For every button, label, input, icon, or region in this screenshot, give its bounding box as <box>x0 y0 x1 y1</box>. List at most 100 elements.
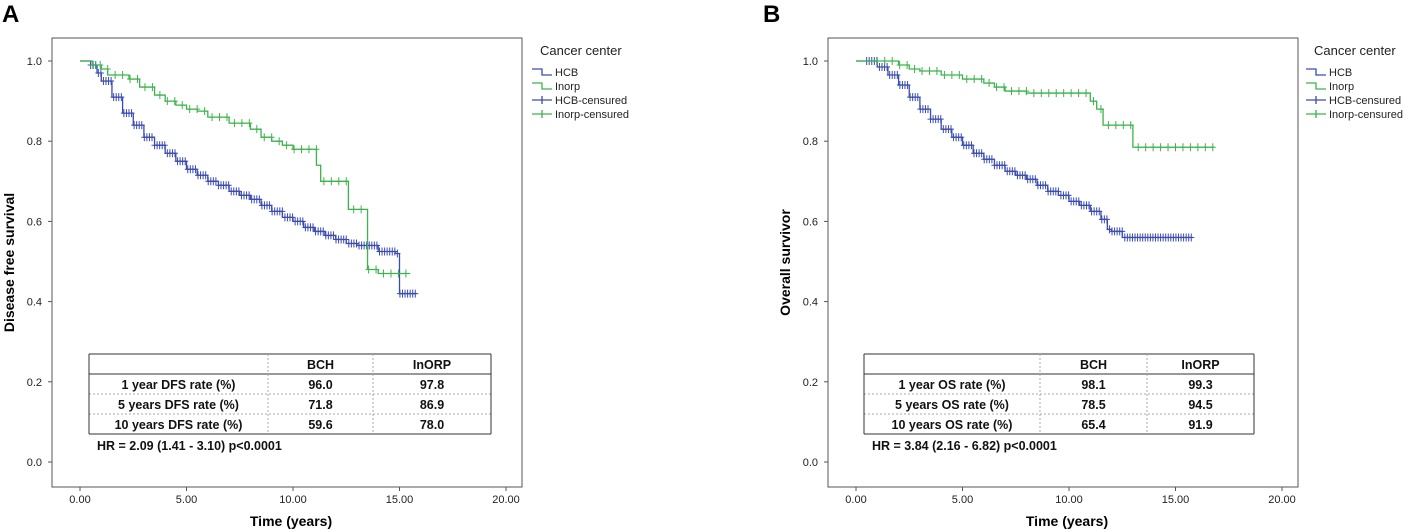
table-cell-bch: 96.0 <box>308 378 332 392</box>
censor-mark <box>884 63 891 72</box>
table-cell-inorp: 86.9 <box>420 398 444 412</box>
censor-mark <box>1194 143 1201 152</box>
table-cell-inorp: 97.8 <box>420 378 444 392</box>
censor-mark <box>1038 89 1045 98</box>
x-tick-label: 10.00 <box>1055 494 1083 506</box>
legend-swatch-censor <box>1306 110 1326 118</box>
censor-mark <box>212 177 219 186</box>
censor-mark <box>926 67 933 76</box>
censor-mark <box>937 115 944 124</box>
y-tick-label: 0.0 <box>803 457 818 469</box>
x-tick-label: 5.00 <box>176 494 197 506</box>
censor-mark <box>276 137 283 146</box>
survival-curve-inorp <box>80 60 411 275</box>
censor-mark <box>156 91 163 100</box>
censor-mark <box>97 69 104 78</box>
censor-mark <box>1150 143 1157 152</box>
censor-mark <box>988 155 995 164</box>
censor-mark <box>1105 121 1112 130</box>
censor-mark <box>289 213 296 222</box>
censor-mark <box>1135 143 1142 152</box>
censor-mark <box>373 265 380 274</box>
panel-a: A 0.0 0.2 0.4 0.6 0.8 1.0 0.00 5.00 10.00 15.00 20.… <box>1 1 629 529</box>
censor-mark <box>231 119 238 128</box>
survival-curve-hcb <box>80 60 417 295</box>
censor-mark <box>1187 143 1194 152</box>
legend-swatch-line <box>1306 68 1326 76</box>
censor-mark <box>924 105 931 114</box>
panel-label: A <box>2 1 19 28</box>
censor-mark <box>253 125 260 134</box>
legend-entry: Inorp-censured <box>555 109 629 121</box>
table-cell-inorp: 91.9 <box>1188 418 1212 432</box>
censor-mark <box>161 141 168 150</box>
censor-mark <box>933 67 940 76</box>
censor-mark <box>948 71 955 80</box>
censor-mark <box>894 71 901 80</box>
censor-mark <box>919 67 926 76</box>
censor-mark <box>993 83 1000 92</box>
survival-curve-hcb <box>856 60 1193 239</box>
censor-mark <box>310 223 317 232</box>
censor-mark <box>1083 89 1090 98</box>
censor-mark <box>223 113 230 122</box>
censor-mark <box>313 145 320 154</box>
legend-title: Cancer center <box>540 43 622 58</box>
y-axis-title: Disease free survival <box>1 193 17 332</box>
censor-mark <box>391 247 398 256</box>
censor-mark <box>904 81 911 90</box>
plot-frame <box>51 37 523 488</box>
table-cell-inorp: 78.0 <box>420 418 444 432</box>
censor-mark <box>261 133 268 142</box>
censor-mark <box>1119 227 1126 236</box>
legend: Cancer center HCB Inorp HCB-censured Inorp-c… <box>1306 43 1403 121</box>
censor-mark <box>1086 201 1093 210</box>
censor-mark <box>305 145 312 154</box>
series-inorp <box>80 60 411 278</box>
table-row-label: 5 years DFS rate (%) <box>118 398 239 412</box>
censor-mark <box>874 57 881 65</box>
censor-mark <box>1179 143 1186 152</box>
censor-mark <box>201 107 208 116</box>
censor-mark <box>246 191 253 200</box>
y-tick-label: 0.6 <box>27 216 42 228</box>
panel-b: B 0.0 0.2 0.4 0.6 0.8 1.0 0.00 5.00 10.00 15.00 20.… <box>763 1 1403 529</box>
table-cell-bch: 65.4 <box>1081 418 1105 432</box>
table-row-label: 1 year OS rate (%) <box>899 378 1006 392</box>
y-tick-label: 1.0 <box>803 56 818 68</box>
table-header-inorp: InORP <box>1181 358 1219 372</box>
legend-entry: HCB <box>555 67 578 79</box>
censor-mark <box>1008 87 1015 96</box>
censor-mark <box>1112 121 1119 130</box>
censor-mark <box>1097 105 1104 114</box>
censor-mark <box>978 75 985 84</box>
censor-mark <box>1053 89 1060 98</box>
y-axis: 0.0 0.2 0.4 0.6 0.8 1.0 <box>803 56 828 469</box>
censor-marks-inorp <box>89 61 409 278</box>
x-tick-label: 15.00 <box>1162 494 1190 506</box>
censor-mark <box>358 205 365 214</box>
rate-table: BCH InORP 1 year DFS rate (%) 96.0 97.8 5 yea… <box>88 353 492 454</box>
censor-mark <box>941 71 948 80</box>
x-axis-title: Time (years) <box>1026 513 1108 529</box>
censor-mark <box>235 187 242 196</box>
censor-mark <box>1075 89 1082 98</box>
censor-mark <box>904 61 911 70</box>
censor-mark <box>171 97 178 106</box>
censor-mark <box>387 269 394 278</box>
y-tick-label: 1.0 <box>27 56 42 68</box>
censor-mark <box>956 71 963 80</box>
table-cell-bch: 78.5 <box>1081 398 1105 412</box>
censor-mark <box>1042 181 1049 190</box>
censor-mark <box>335 177 342 186</box>
censor-mark <box>365 265 372 274</box>
censor-mark <box>225 181 232 190</box>
censor-mark <box>298 145 305 154</box>
censor-mark <box>194 105 201 114</box>
censor-mark <box>138 121 145 130</box>
censor-mark <box>971 75 978 84</box>
censor-mark <box>1106 225 1113 234</box>
y-tick-label: 0.2 <box>803 377 818 389</box>
censor-mark <box>1202 143 1209 152</box>
censor-mark <box>1032 175 1039 184</box>
